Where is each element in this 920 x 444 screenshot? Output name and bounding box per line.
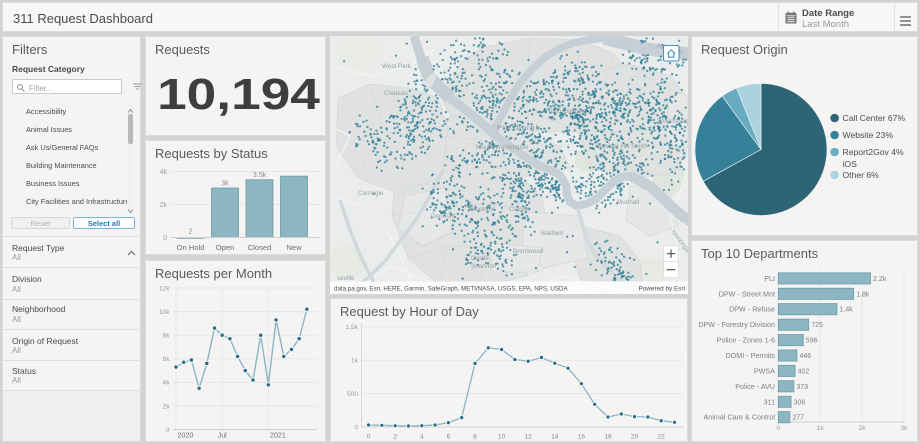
- svg-text:Baldwin: Baldwin: [541, 230, 564, 237]
- svg-text:Shannon: Shannon: [471, 263, 497, 270]
- svg-text:0: 0: [163, 235, 167, 242]
- svg-text:16: 16: [578, 434, 586, 441]
- svg-text:DOMI - Permits: DOMI - Permits: [725, 351, 775, 360]
- svg-text:Police - AVU: Police - AVU: [735, 382, 775, 391]
- svg-text:PLI: PLI: [764, 274, 775, 283]
- svg-text:Call Center 67%: Call Center 67%: [843, 113, 906, 123]
- svg-text:10k: 10k: [159, 309, 170, 316]
- svg-text:Mount Washington: Mount Washington: [476, 144, 529, 151]
- svg-text:Dormont: Dormont: [431, 213, 455, 220]
- svg-text:Wilkinsburg: Wilkinsburg: [657, 118, 688, 125]
- svg-text:Chateau: Chateau: [384, 90, 408, 97]
- svg-text:Jul: Jul: [218, 431, 228, 440]
- svg-text:4: 4: [420, 434, 424, 441]
- svg-text:seville: seville: [337, 275, 355, 282]
- svg-text:Report2Gov 4%: Report2Gov 4%: [843, 147, 905, 157]
- svg-text:0: 0: [776, 425, 780, 432]
- svg-text:Closed: Closed: [248, 243, 272, 252]
- svg-text:1k: 1k: [351, 358, 359, 365]
- svg-text:2k: 2k: [163, 403, 171, 410]
- svg-text:3.5k: 3.5k: [253, 172, 267, 179]
- svg-text:14: 14: [551, 434, 559, 441]
- svg-text:Brookline: Brookline: [469, 206, 496, 213]
- svg-text:6: 6: [447, 434, 451, 441]
- svg-text:iOS: iOS: [843, 159, 858, 169]
- svg-text:6k: 6k: [163, 356, 171, 363]
- svg-text:Carnegie: Carnegie: [358, 190, 384, 197]
- svg-text:596: 596: [806, 338, 818, 345]
- svg-text:1.5k: 1.5k: [346, 324, 359, 331]
- svg-text:Munhall: Munhall: [617, 199, 639, 206]
- svg-text:725: 725: [811, 322, 823, 329]
- svg-text:2021: 2021: [270, 431, 286, 440]
- svg-text:Website 23%: Website 23%: [843, 130, 894, 140]
- svg-text:3k: 3k: [221, 181, 229, 188]
- svg-text:Squirrel Hill South: Squirrel Hill South: [597, 143, 648, 150]
- svg-text:8: 8: [473, 434, 477, 441]
- svg-text:2020: 2020: [178, 431, 194, 440]
- svg-text:306: 306: [794, 399, 806, 406]
- svg-text:2k: 2k: [859, 425, 867, 432]
- svg-text:1.4k: 1.4k: [840, 307, 854, 314]
- svg-text:Open: Open: [216, 243, 235, 252]
- svg-text:12: 12: [525, 434, 533, 441]
- svg-text:DPW - Forestry Division: DPW - Forestry Division: [698, 320, 775, 329]
- svg-text:PWSA: PWSA: [754, 366, 775, 375]
- svg-text:373: 373: [796, 384, 808, 391]
- svg-text:Animal Care & Control: Animal Care & Control: [703, 413, 775, 422]
- svg-text:1k: 1k: [817, 425, 825, 432]
- svg-text:2k: 2k: [160, 202, 168, 209]
- svg-text:12k: 12k: [159, 285, 170, 292]
- svg-text:Police - Zones 1-6: Police - Zones 1-6: [717, 336, 775, 345]
- svg-text:4k: 4k: [160, 169, 168, 176]
- svg-text:DPW - Street Mnt: DPW - Street Mnt: [719, 289, 775, 298]
- svg-text:0: 0: [354, 424, 358, 431]
- svg-text:8k: 8k: [163, 333, 171, 340]
- svg-text:277: 277: [792, 415, 804, 422]
- svg-text:3k: 3k: [900, 425, 908, 432]
- svg-text:1.8k: 1.8k: [856, 291, 870, 298]
- svg-text:402: 402: [798, 368, 810, 375]
- svg-text:2.2k: 2.2k: [873, 276, 887, 283]
- svg-text:Other 6%: Other 6%: [843, 170, 880, 180]
- svg-text:West Park: West Park: [382, 63, 412, 70]
- svg-text:20: 20: [631, 434, 639, 441]
- svg-text:DPW - Refuse: DPW - Refuse: [729, 305, 775, 314]
- svg-text:Carrick: Carrick: [509, 206, 530, 213]
- svg-text:Brentwood: Brentwood: [513, 248, 544, 255]
- svg-text:446: 446: [800, 353, 812, 360]
- svg-text:4k: 4k: [163, 380, 171, 387]
- svg-text:22: 22: [658, 434, 666, 441]
- svg-text:2: 2: [393, 434, 397, 441]
- svg-text:On Hold: On Hold: [177, 243, 205, 252]
- svg-text:500: 500: [347, 391, 358, 398]
- svg-text:Powered by Esri: Powered by Esri: [638, 286, 685, 293]
- svg-text:Pittsburgh: Pittsburgh: [497, 123, 541, 132]
- svg-text:0: 0: [166, 427, 170, 434]
- svg-text:data.pa.gov, Esri, HERE, Garmi: data.pa.gov, Esri, HERE, Garmin, SafeGra…: [334, 286, 568, 293]
- svg-text:North Oakland: North Oakland: [546, 108, 587, 115]
- svg-text:2: 2: [189, 229, 193, 236]
- svg-text:0: 0: [367, 434, 371, 441]
- svg-text:10: 10: [498, 434, 506, 441]
- svg-text:New: New: [286, 243, 302, 252]
- svg-text:18: 18: [604, 434, 612, 441]
- svg-text:Castle: Castle: [471, 255, 489, 262]
- svg-text:311: 311: [764, 397, 775, 406]
